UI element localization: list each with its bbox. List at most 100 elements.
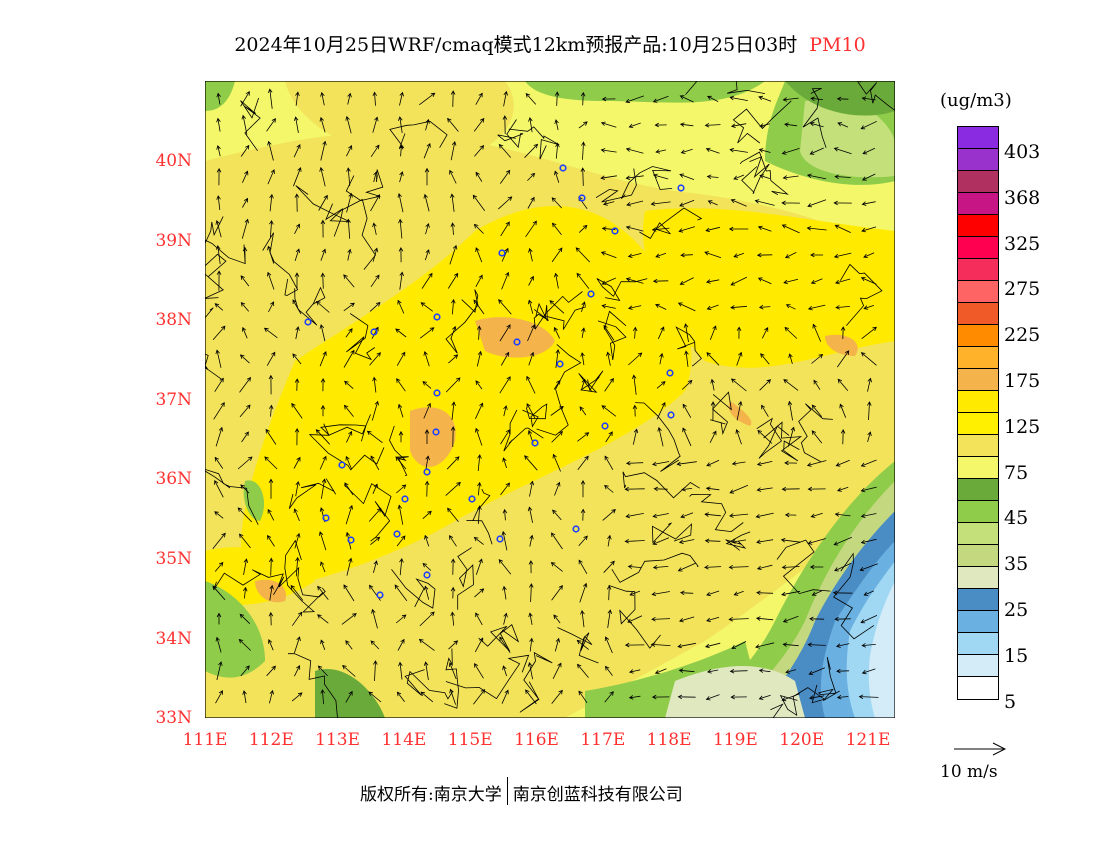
wind-arrow xyxy=(266,351,276,366)
wind-arrow xyxy=(837,122,849,128)
wind-arrow xyxy=(730,305,748,310)
wind-arrow xyxy=(860,459,877,467)
wind-arrow xyxy=(315,429,330,445)
wind-arrow xyxy=(237,456,253,470)
boundary-line xyxy=(776,539,831,595)
wind-arrow xyxy=(629,590,641,596)
wind-arrow xyxy=(293,116,299,133)
wind-arrow xyxy=(705,226,720,233)
boundary-line xyxy=(739,151,789,195)
wind-arrow xyxy=(268,301,275,313)
wind-arrow xyxy=(704,564,722,570)
wind-arrow xyxy=(553,272,559,289)
wind-arrow xyxy=(529,637,534,652)
wind-arrow xyxy=(858,694,879,699)
wind-arrow xyxy=(525,689,537,705)
wind-arrow xyxy=(576,272,590,289)
wind-arrow xyxy=(833,252,852,259)
wind-arrow xyxy=(239,376,252,393)
wind-arrow xyxy=(812,323,822,342)
color-bar-swatch xyxy=(958,259,998,281)
wind-arrow xyxy=(680,252,693,258)
wind-arrow xyxy=(811,590,822,596)
wind-arrow xyxy=(499,324,511,342)
concentration-fields xyxy=(205,81,895,718)
wind-arrow xyxy=(652,565,669,570)
wind-arrow xyxy=(808,695,825,700)
boundary-line xyxy=(620,166,673,199)
wind-arrow xyxy=(606,585,612,601)
wind-arrow xyxy=(809,616,825,622)
wind-arrow xyxy=(756,590,774,596)
wind-arrow xyxy=(446,456,460,470)
wind-arrow xyxy=(628,122,641,128)
wind-arrow xyxy=(420,302,434,312)
wind-arrow xyxy=(317,585,329,600)
wind-arrow xyxy=(422,562,432,571)
wind-arrow xyxy=(422,510,432,520)
wind-arrow xyxy=(761,404,769,417)
wind-arrow xyxy=(730,694,747,700)
wind-arrow xyxy=(373,660,378,682)
wind-arrow xyxy=(343,404,354,417)
wind-arrow xyxy=(472,194,486,211)
copyright-right: 南京创蓝科技有限公司 xyxy=(512,785,683,805)
wind-arrow xyxy=(398,144,404,157)
wind-arrow xyxy=(242,586,248,599)
wind-arrow xyxy=(604,636,613,654)
color-bar-label: 275 xyxy=(1004,278,1041,301)
wind-arrow xyxy=(501,530,508,551)
wind-arrow xyxy=(733,590,744,596)
wind-arrow xyxy=(320,248,327,261)
wind-arrow xyxy=(216,195,221,211)
wind-arrow xyxy=(267,245,275,264)
wind-arrow xyxy=(292,353,302,365)
color-bar-swatch xyxy=(958,127,998,149)
wind-arrow xyxy=(423,585,430,600)
wind-arrow xyxy=(576,663,589,678)
wind-arrow xyxy=(242,326,248,339)
wind-arrow xyxy=(294,378,300,391)
boundary-line xyxy=(689,493,744,533)
wind-arrow xyxy=(781,200,800,206)
wind-arrow xyxy=(473,117,485,132)
wind-arrow xyxy=(833,200,852,206)
wind-arrow xyxy=(240,484,250,494)
wind-arrow xyxy=(475,247,483,263)
wind-arrow xyxy=(474,144,485,157)
wind-arrow xyxy=(345,640,353,650)
wind-arrow xyxy=(294,636,301,654)
boundary-line xyxy=(478,624,520,652)
wind-arrow xyxy=(450,611,455,626)
wind-arrow xyxy=(266,665,276,677)
wind-arrow xyxy=(756,539,774,544)
boundary-line xyxy=(818,656,840,702)
wind-arrow xyxy=(810,512,823,518)
wind-arrow xyxy=(652,278,669,284)
wind-arrow xyxy=(290,584,304,601)
wind-arrow xyxy=(293,456,301,469)
wind-arrow xyxy=(475,380,483,390)
wind-arrow xyxy=(600,251,617,259)
wind-arrow xyxy=(500,221,510,237)
wind-arrow xyxy=(449,169,457,184)
wind-arrow xyxy=(706,590,720,597)
wind-arrow xyxy=(781,565,800,570)
wind-arrow xyxy=(396,535,406,547)
wind-arrow xyxy=(528,116,533,133)
boundary-line xyxy=(519,651,553,713)
wind-arrow xyxy=(266,118,276,132)
wind-arrow xyxy=(345,115,352,134)
color-bar-swatch xyxy=(958,435,998,457)
wind-arrow xyxy=(320,140,327,161)
wind-arrow xyxy=(860,486,877,493)
wind-arrow xyxy=(243,558,249,575)
wind-arrow xyxy=(396,351,406,366)
wind-arrow xyxy=(811,404,823,418)
wind-arrow xyxy=(625,225,644,232)
wind-arrow xyxy=(781,486,800,492)
wind-arrow xyxy=(214,479,224,498)
wind-arrow xyxy=(580,167,586,186)
wind-arrow xyxy=(216,117,221,132)
wind-arrow xyxy=(212,532,226,549)
